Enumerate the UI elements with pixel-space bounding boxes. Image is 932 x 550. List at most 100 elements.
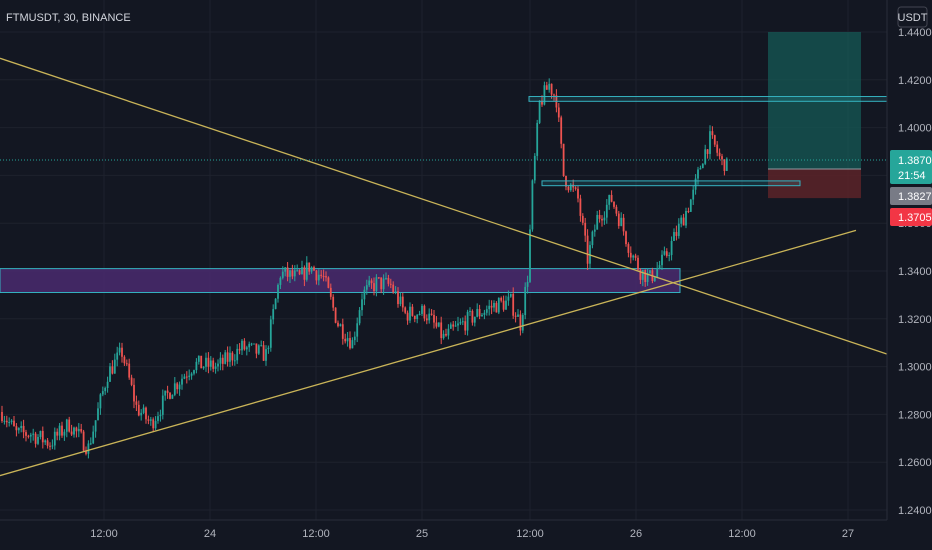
candle-body [579, 198, 582, 216]
candle-body [627, 244, 630, 253]
candle-body [500, 297, 503, 301]
time-tick-label: 24 [204, 528, 216, 540]
candle-body [233, 360, 236, 362]
candle-body [212, 360, 215, 369]
candle-body [229, 352, 231, 362]
candle-body [37, 436, 39, 444]
candle-body [517, 314, 519, 317]
price-axis[interactable] [887, 0, 932, 550]
resistance-box [528, 96, 892, 102]
candle-body [351, 340, 354, 349]
candle-body [133, 384, 135, 402]
candle-body [507, 296, 510, 301]
candle-body [94, 420, 97, 432]
candle-body [653, 277, 656, 281]
candle-body [423, 305, 426, 319]
candle-body [536, 122, 539, 156]
price-tick-label: 1.4000 [898, 123, 932, 135]
stop-zone [768, 168, 861, 199]
candle-body [253, 343, 255, 345]
candle-body [272, 309, 275, 320]
candle-body [61, 425, 63, 436]
candle-body [13, 420, 15, 427]
candle-body [183, 376, 186, 379]
candle-body [65, 419, 68, 432]
zones-layer [0, 32, 861, 294]
candle-body [193, 370, 195, 374]
candle-body [524, 286, 527, 316]
currency-button[interactable]: USDT [897, 6, 928, 28]
symbol-title: FTMUSDT, 30, BINANCE [6, 12, 131, 24]
candle-body [313, 267, 315, 271]
time-tick-label: 27 [842, 528, 854, 540]
candle-body [711, 131, 714, 136]
candle-body [20, 425, 23, 429]
candle-body [596, 214, 599, 230]
candle-body [601, 218, 603, 221]
currency-button-label[interactable]: USDT [898, 12, 928, 24]
candle-body [301, 267, 303, 275]
candle-body [356, 323, 359, 337]
candle-body [308, 262, 311, 272]
candle-body [387, 277, 390, 284]
candle-body [265, 349, 267, 361]
candle-body [687, 210, 690, 212]
candle-body [293, 270, 296, 277]
candle-body [449, 324, 452, 329]
support-band-zone [0, 268, 681, 294]
candle-body [512, 293, 515, 316]
candle-body [368, 280, 371, 286]
candle-body [454, 325, 457, 327]
candle-body [562, 143, 565, 177]
candle-body [209, 360, 212, 367]
price-tick-label: 1.4400 [898, 27, 932, 39]
candle-body [725, 158, 728, 171]
price-tick-label: 1.3000 [898, 362, 932, 374]
price-tick-label: 1.2400 [898, 505, 932, 517]
candle-body [610, 195, 613, 202]
candle-body [142, 407, 145, 413]
candle-body [593, 229, 596, 232]
candle-body [658, 265, 661, 269]
candle-body [44, 440, 47, 443]
candle-body [718, 152, 721, 157]
candle-body [519, 314, 522, 331]
candle-body [116, 352, 119, 360]
candle-body [425, 318, 428, 321]
price-tick-label: 1.3200 [898, 314, 932, 326]
candle-body [332, 296, 335, 308]
candle-body [195, 361, 198, 371]
candle-body [716, 144, 719, 153]
candle-body [53, 431, 56, 446]
currency-button-frame[interactable] [897, 6, 928, 28]
price-tick-label: 1.2800 [898, 409, 932, 421]
candle-body [637, 257, 639, 270]
candle-body [591, 231, 594, 246]
candle-body [279, 277, 282, 285]
candle-body [553, 94, 555, 96]
candle-body [430, 313, 433, 315]
candle-body [154, 420, 157, 429]
candle-body [250, 343, 253, 345]
candle-body [341, 324, 344, 339]
candle-body [15, 426, 18, 431]
entry-price-tag: 1.3705 [890, 208, 932, 226]
candle-body [274, 298, 277, 310]
candle-body [661, 254, 663, 266]
candle-body [490, 305, 493, 308]
candle-body [217, 363, 219, 367]
candle-body [531, 180, 534, 230]
candle-body [704, 149, 707, 164]
candle-body [226, 352, 229, 362]
time-axis[interactable]: 12:00 24 12:00 25 12:00 26 12:00 27 [90, 528, 854, 540]
candle-body [375, 277, 378, 291]
candle-body [613, 201, 615, 207]
candle-body [502, 300, 505, 310]
candle-body [113, 359, 116, 374]
candle-body [677, 223, 680, 236]
candle-body [296, 270, 299, 272]
candle-body [284, 267, 287, 272]
time-tick-label: 25 [416, 528, 428, 540]
candle-body [221, 357, 224, 364]
